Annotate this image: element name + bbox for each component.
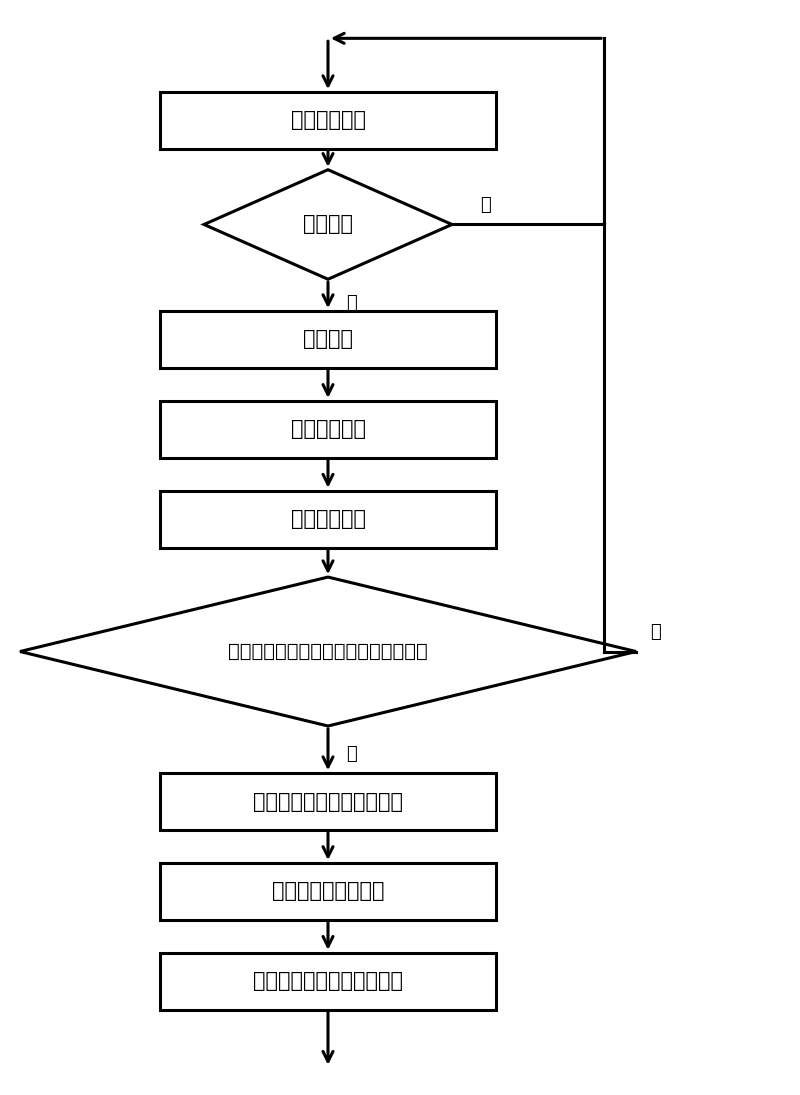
Polygon shape — [204, 170, 452, 279]
Text: 与预设时间间隔比较: 与预设时间间隔比较 — [272, 881, 384, 901]
Text: 否: 否 — [480, 196, 490, 214]
Bar — [160, 311, 496, 368]
Text: 模极大值提取: 模极大值提取 — [290, 419, 366, 439]
Text: 判断扰动电缆是否发生了连续三次扰动: 判断扰动电缆是否发生了连续三次扰动 — [228, 642, 428, 661]
Polygon shape — [20, 577, 636, 726]
Text: 小波变换: 小波变换 — [303, 330, 353, 349]
Bar — [160, 92, 496, 149]
Bar — [160, 401, 496, 458]
Text: 计算连续三次扰动时间间隔: 计算连续三次扰动时间间隔 — [253, 792, 403, 811]
Bar — [160, 773, 496, 830]
Text: 扰动电缆判定: 扰动电缆判定 — [290, 509, 366, 529]
Bar — [160, 491, 496, 548]
Text: 是: 是 — [346, 295, 358, 312]
Text: 输出电缆在线绵缘监测结果: 输出电缆在线绵缘监测结果 — [253, 971, 403, 991]
Text: 是: 是 — [346, 746, 358, 763]
Text: 扰动检测: 扰动检测 — [303, 215, 353, 234]
Bar — [160, 863, 496, 920]
Text: 行波数据采样: 行波数据采样 — [290, 111, 366, 130]
Bar — [160, 953, 496, 1010]
Text: 否: 否 — [650, 623, 661, 641]
